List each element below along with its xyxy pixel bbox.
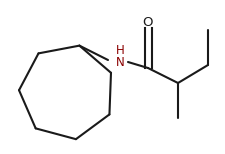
Text: H: H [115, 43, 124, 57]
Text: N: N [115, 55, 124, 69]
Text: O: O [142, 16, 153, 28]
